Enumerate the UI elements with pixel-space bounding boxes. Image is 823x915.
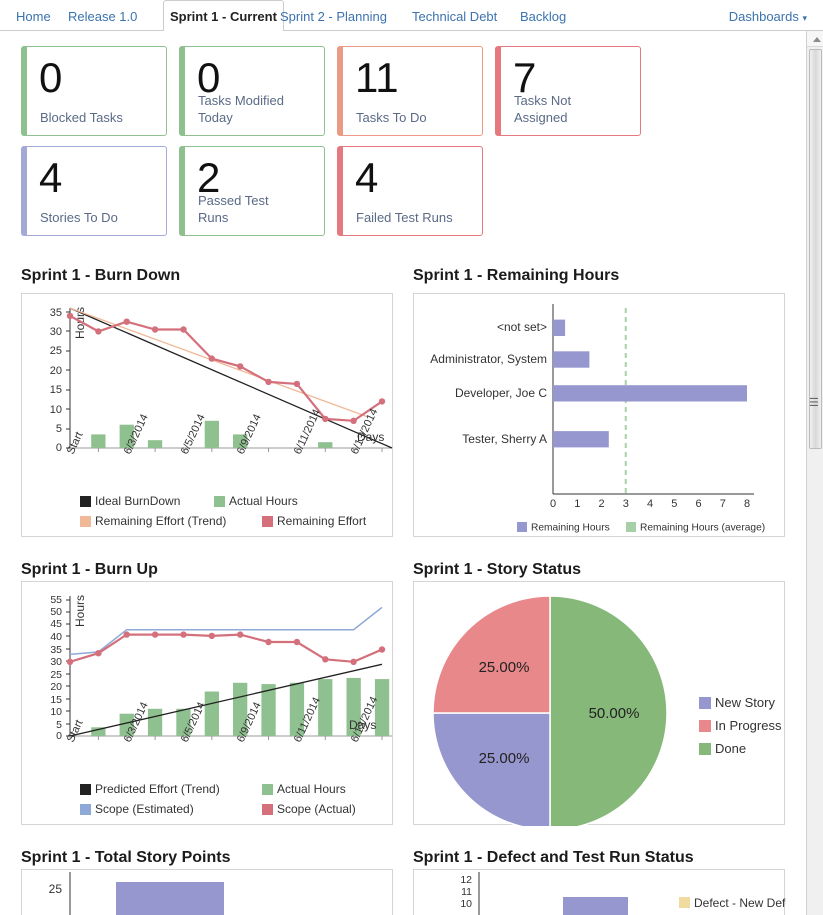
svg-text:20: 20 [50, 681, 62, 693]
svg-text:4: 4 [647, 498, 653, 510]
svg-text:Actual Hours: Actual Hours [229, 494, 298, 508]
svg-text:Developer, Joe C: Developer, Joe C [455, 386, 547, 400]
svg-text:10: 10 [50, 404, 62, 416]
svg-text:11: 11 [461, 886, 472, 898]
svg-text:35: 35 [50, 307, 62, 319]
svg-text:50.00%: 50.00% [589, 705, 640, 722]
svg-text:Hours: Hours [73, 595, 87, 627]
svg-text:<not set>: <not set> [497, 320, 547, 334]
svg-text:6/9/2014: 6/9/2014 [235, 412, 264, 456]
svg-text:0: 0 [56, 730, 62, 742]
svg-text:Done: Done [715, 741, 746, 756]
svg-text:15: 15 [50, 694, 62, 706]
svg-text:Start: Start [65, 718, 86, 744]
svg-text:5: 5 [56, 423, 62, 435]
svg-text:Scope (Estimated): Scope (Estimated) [95, 802, 194, 816]
svg-text:15: 15 [50, 384, 62, 396]
svg-text:12: 12 [460, 874, 472, 886]
svg-text:25.00%: 25.00% [479, 659, 530, 676]
svg-text:In Progress: In Progress [715, 718, 782, 733]
svg-text:Remaining Hours (average): Remaining Hours (average) [640, 523, 765, 534]
svg-text:Tester, Sherry A: Tester, Sherry A [462, 432, 547, 446]
svg-text:0: 0 [550, 498, 556, 510]
svg-text:Remaining Effort: Remaining Effort [277, 514, 367, 528]
svg-text:6: 6 [695, 498, 701, 510]
svg-text:7: 7 [720, 498, 726, 510]
svg-text:30: 30 [50, 656, 62, 668]
svg-text:45: 45 [50, 618, 62, 630]
svg-text:Remaining Hours: Remaining Hours [531, 523, 610, 534]
svg-text:Defect - New Defect: Defect - New Defect [694, 896, 786, 910]
svg-text:25.00%: 25.00% [479, 750, 530, 767]
svg-text:Ideal BurnDown: Ideal BurnDown [95, 494, 180, 508]
svg-text:2: 2 [598, 498, 604, 510]
svg-text:40: 40 [50, 631, 62, 643]
svg-text:0: 0 [56, 442, 62, 454]
svg-text:Administrator, System: Administrator, System [430, 352, 547, 366]
svg-text:Predicted Effort (Trend): Predicted Effort (Trend) [95, 782, 220, 796]
svg-text:Actual Hours: Actual Hours [277, 782, 346, 796]
svg-text:10: 10 [460, 898, 472, 910]
svg-text:30: 30 [50, 326, 62, 338]
svg-text:20: 20 [50, 365, 62, 377]
svg-text:50: 50 [50, 606, 62, 618]
svg-text:Scope (Actual): Scope (Actual) [277, 802, 356, 816]
svg-text:10: 10 [50, 706, 62, 718]
svg-text:New Story: New Story [715, 695, 775, 710]
svg-text:55: 55 [50, 594, 62, 606]
svg-text:Remaining Effort (Trend): Remaining Effort (Trend) [95, 514, 226, 528]
svg-text:25: 25 [49, 882, 63, 896]
svg-text:3: 3 [623, 498, 629, 510]
svg-text:25: 25 [50, 669, 62, 681]
svg-text:25: 25 [50, 345, 62, 357]
svg-text:5: 5 [671, 498, 677, 510]
svg-text:35: 35 [50, 644, 62, 656]
svg-text:1: 1 [574, 498, 580, 510]
svg-text:8: 8 [744, 498, 750, 510]
svg-text:Start: Start [65, 430, 86, 456]
